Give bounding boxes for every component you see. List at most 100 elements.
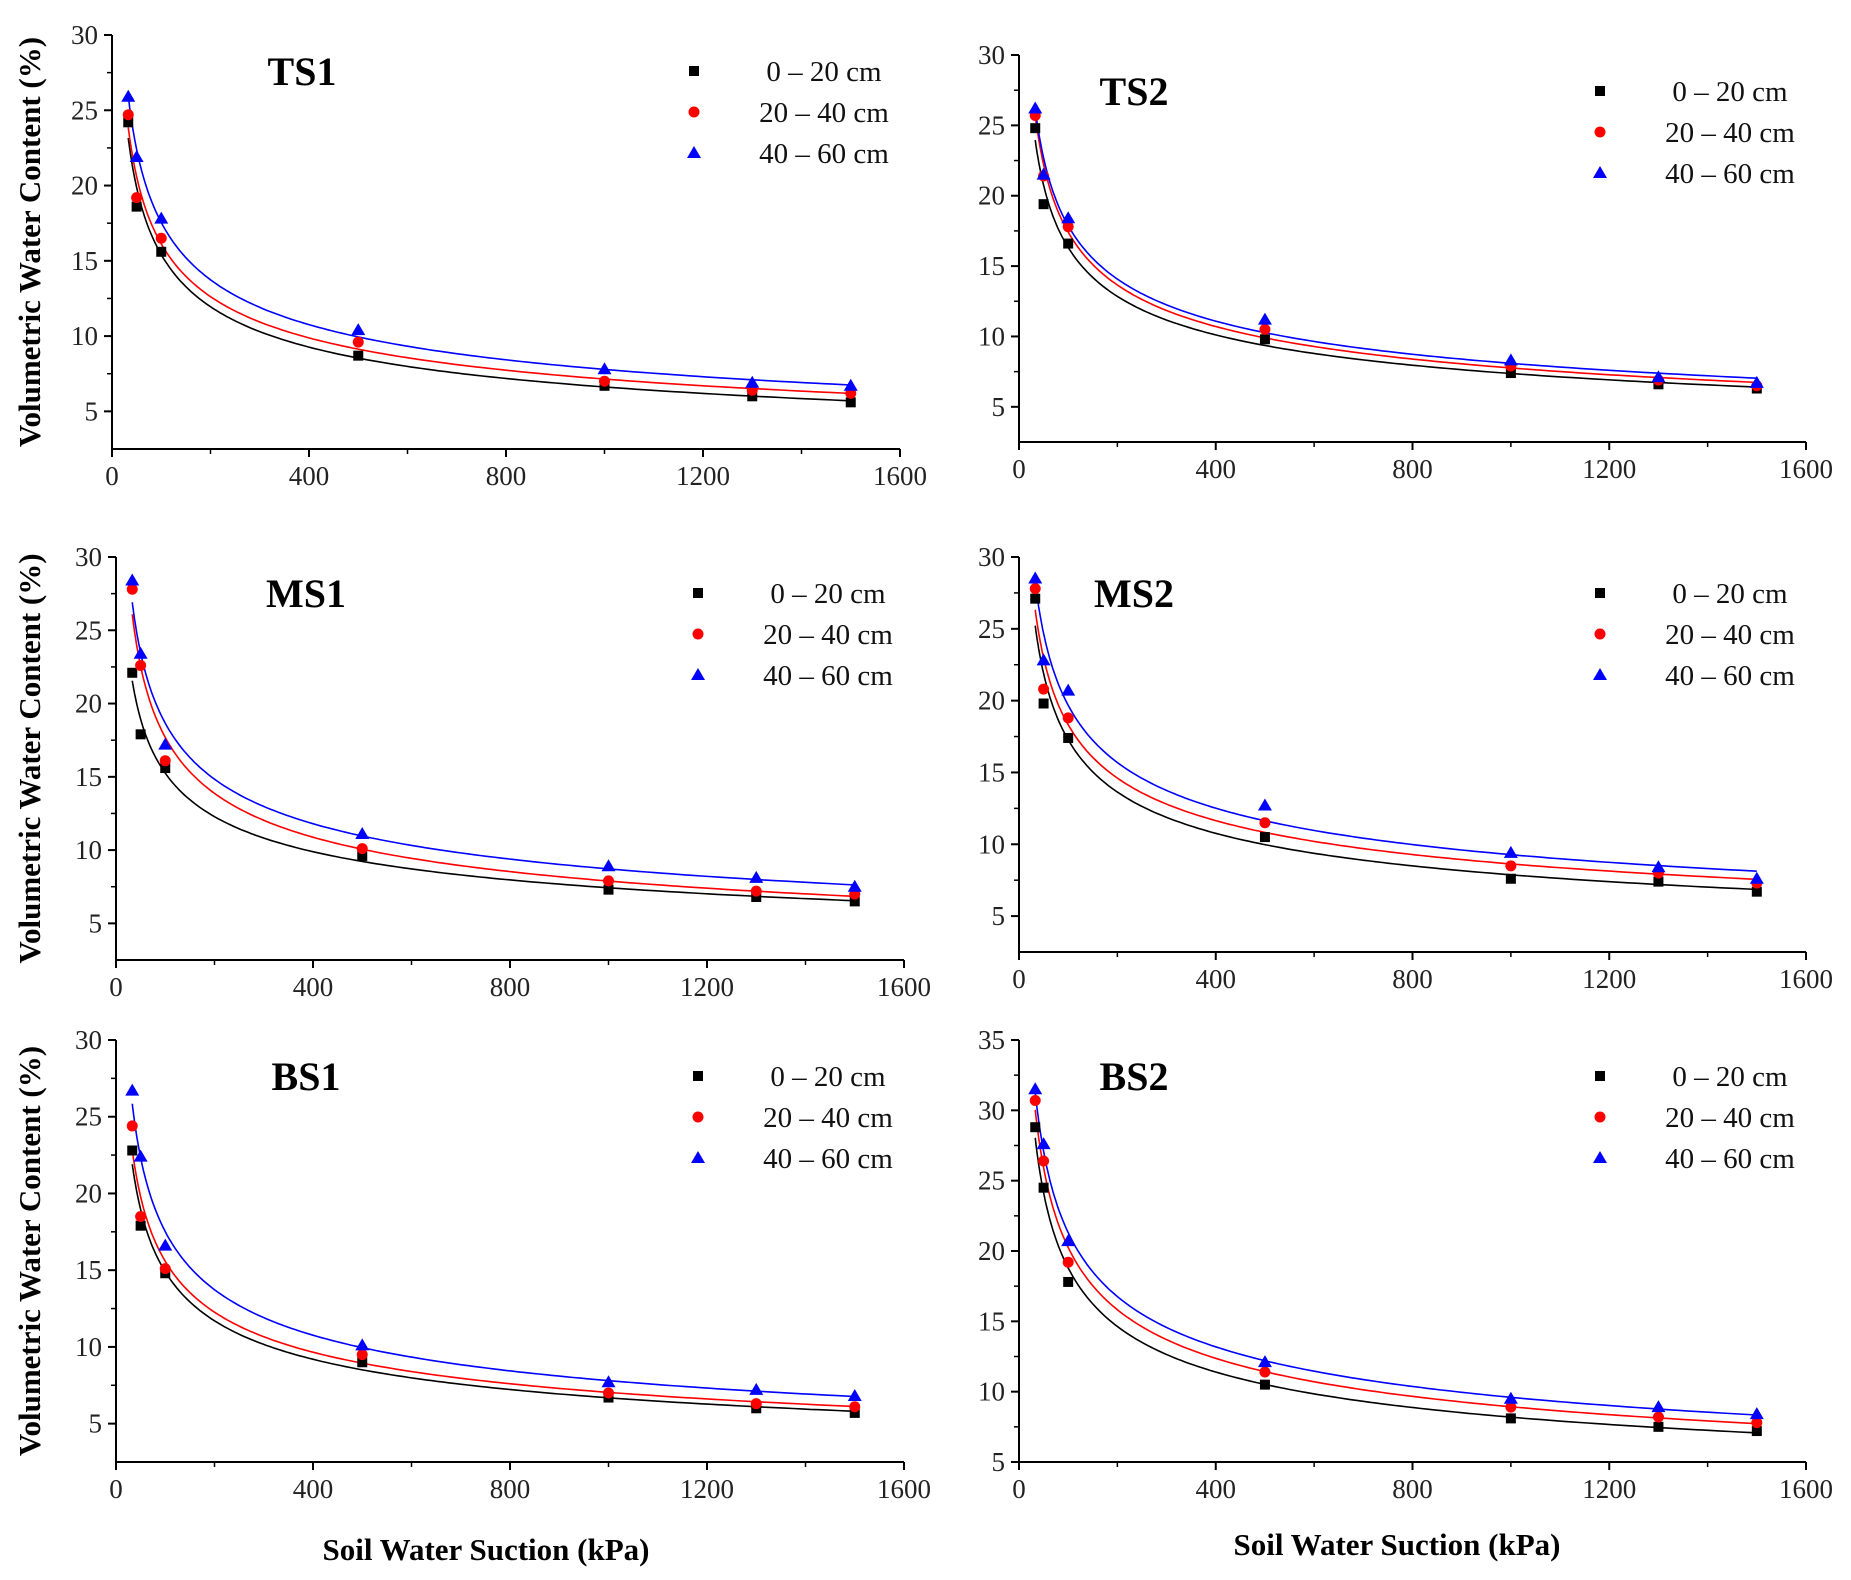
legend-label: 0 – 20 cm <box>1672 1061 1788 1093</box>
data-point-series-2 <box>1505 860 1517 872</box>
data-point-series-1 <box>1259 832 1270 843</box>
fit-curve-series-3 <box>131 602 855 886</box>
legend-label: 20 – 40 cm <box>1665 117 1795 149</box>
legend-label: 20 – 40 cm <box>759 97 889 129</box>
data-point-series-2 <box>1259 817 1271 829</box>
data-point-series-3 <box>601 859 616 872</box>
data-point-series-2 <box>135 659 147 671</box>
data-point-series-3 <box>355 1338 370 1351</box>
fit-curve-series-3 <box>1034 1092 1757 1416</box>
legend-marker <box>687 146 701 158</box>
data-point-series-1 <box>353 350 364 361</box>
data-point-series-3 <box>125 573 140 586</box>
data-point-series-2 <box>1062 712 1074 724</box>
data-point-series-3 <box>133 1149 148 1162</box>
data-point-series-1 <box>156 246 167 257</box>
legend-label: 0 – 20 cm <box>1672 76 1788 108</box>
y-tick-label: 25 <box>978 1166 1005 1196</box>
y-tick-label: 20 <box>978 686 1005 716</box>
legend-marker <box>1594 628 1606 640</box>
data-point-series-3 <box>355 826 370 839</box>
data-point-series-1 <box>135 1220 146 1231</box>
data-point-series-3 <box>1749 871 1764 884</box>
legend-label: 0 – 20 cm <box>770 1061 886 1093</box>
legend-marker <box>1595 588 1605 598</box>
legend-marker <box>691 668 705 680</box>
fit-curve-series-2 <box>127 127 851 395</box>
data-point-series-1 <box>1653 876 1664 887</box>
data-point-series-3 <box>129 149 144 162</box>
legend-label: 40 – 60 cm <box>1665 660 1795 692</box>
data-point-series-3 <box>597 362 612 375</box>
x-tick-label: 400 <box>289 461 330 491</box>
data-point-series-3 <box>1651 1400 1666 1413</box>
x-tick-label: 400 <box>1196 454 1237 484</box>
data-point-series-1 <box>1038 1182 1049 1193</box>
y-tick-label: 25 <box>978 110 1005 140</box>
x-tick-label: 1200 <box>1582 454 1636 484</box>
legend-label: 0 – 20 cm <box>770 578 886 610</box>
panel-title: BS2 <box>1100 1054 1169 1099</box>
data-point-series-1 <box>1259 1379 1270 1390</box>
x-tick-label: 1600 <box>1779 964 1833 994</box>
data-point-series-2 <box>599 375 610 387</box>
data-point-series-2 <box>1029 583 1041 595</box>
legend-marker <box>1593 166 1607 178</box>
data-point-series-3 <box>158 1238 173 1251</box>
data-point-series-2 <box>159 1263 171 1275</box>
data-point-series-2 <box>849 1401 861 1413</box>
y-tick-label: 25 <box>71 95 98 125</box>
y-tick-label: 15 <box>75 1255 102 1285</box>
legend-label: 40 – 60 cm <box>763 660 893 692</box>
y-tick-label: 10 <box>978 829 1005 859</box>
y-tick-label: 5 <box>992 901 1006 931</box>
data-point-series-1 <box>1063 732 1074 743</box>
data-point-series-3 <box>601 1375 616 1388</box>
panel-ts1: 0 400 800 1200 1600 5 10 15 20 25 30 TS1 Volumetric … <box>12 20 927 491</box>
data-point-series-3 <box>1028 101 1043 114</box>
data-point-series-2 <box>1259 1366 1271 1378</box>
data-point-series-1 <box>1505 873 1516 884</box>
x-tick-label: 0 <box>105 461 119 491</box>
x-tick-label: 400 <box>1196 964 1237 994</box>
data-point-series-1 <box>1038 698 1049 709</box>
fit-curve-series-1 <box>1034 625 1757 891</box>
panel-bs2: 0 400 800 1200 1600 5 10 15 20 25 30 35 BS2 0 – 20 cm… <box>978 1025 1833 1504</box>
x-tick-label: 800 <box>490 1474 531 1504</box>
y-tick-label: 5 <box>992 1447 1006 1477</box>
data-point-series-3 <box>749 870 764 883</box>
data-point-series-1 <box>1259 334 1270 345</box>
legend-label: 40 – 60 cm <box>763 1143 893 1175</box>
panel-title: TS2 <box>1100 69 1169 114</box>
data-point-series-2 <box>750 885 762 897</box>
data-point-series-3 <box>351 323 366 336</box>
data-point-series-3 <box>1749 1407 1764 1420</box>
data-point-series-3 <box>1028 1082 1043 1095</box>
fit-curve-series-1 <box>131 680 855 902</box>
data-point-series-3 <box>1028 571 1043 584</box>
fit-curve-series-3 <box>127 96 851 386</box>
data-point-series-1 <box>1030 1122 1041 1133</box>
data-point-series-3 <box>1651 860 1666 873</box>
y-tick-label: 30 <box>978 40 1005 70</box>
data-point-series-3 <box>1036 167 1051 180</box>
y-tick-label: 10 <box>978 321 1005 351</box>
data-point-series-3 <box>847 1389 862 1402</box>
data-point-series-2 <box>155 232 167 244</box>
data-point-series-2 <box>1505 1401 1517 1413</box>
data-point-series-1 <box>1505 1413 1516 1424</box>
data-point-series-1 <box>845 397 856 408</box>
x-tick-label: 1200 <box>1582 964 1636 994</box>
y-tick-label: 25 <box>75 1102 102 1132</box>
x-tick-label: 400 <box>293 1474 334 1504</box>
y-tick-label: 20 <box>978 1236 1005 1266</box>
x-axis-title-left: Soil Water Suction (kPa) <box>323 1532 650 1567</box>
y-tick-label: 15 <box>978 1306 1005 1336</box>
data-point-series-3 <box>1257 1355 1272 1368</box>
data-point-series-1 <box>1751 1426 1762 1437</box>
fit-curve-series-2 <box>131 614 855 898</box>
legend-label: 20 – 40 cm <box>763 1102 893 1134</box>
y-tick-label: 10 <box>75 835 102 865</box>
panel-ts2: 0 400 800 1200 1600 5 10 15 20 25 30 TS2 0 – 20 cm 20… <box>978 40 1833 484</box>
